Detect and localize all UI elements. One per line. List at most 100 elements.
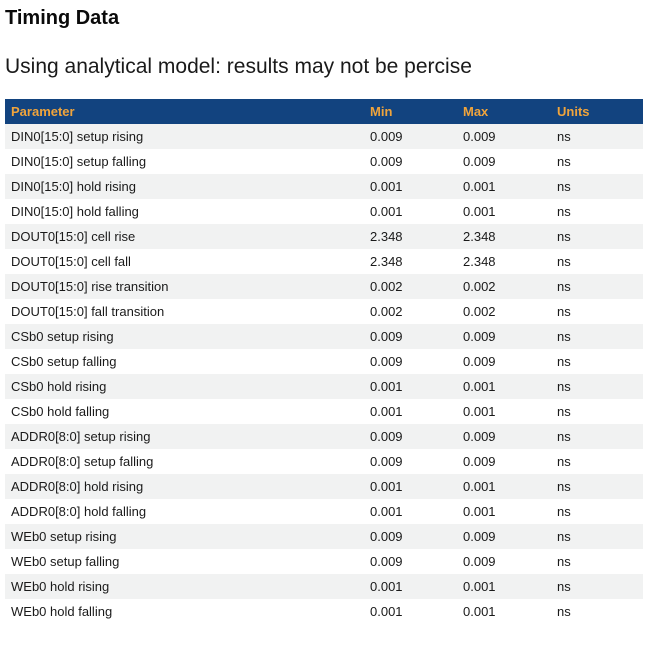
cell-units: ns xyxy=(557,304,571,319)
table-row: DIN0[15:0] hold rising 0.001 0.001 ns xyxy=(5,174,643,199)
table-row: CSb0 setup rising 0.009 0.009 ns xyxy=(5,324,643,349)
cell-min: 2.348 xyxy=(370,229,403,244)
table-row: ADDR0[8:0] hold rising 0.001 0.001 ns xyxy=(5,474,643,499)
cell-parameter: ADDR0[8:0] setup falling xyxy=(11,454,154,469)
cell-max: 0.002 xyxy=(463,304,496,319)
cell-min: 0.009 xyxy=(370,454,403,469)
table-row: DIN0[15:0] hold falling 0.001 0.001 ns xyxy=(5,199,643,224)
cell-units: ns xyxy=(557,429,571,444)
cell-parameter: CSb0 hold rising xyxy=(11,379,107,394)
cell-units: ns xyxy=(557,379,571,394)
cell-parameter: ADDR0[8:0] hold rising xyxy=(11,479,144,494)
table-row: CSb0 hold falling 0.001 0.001 ns xyxy=(5,399,643,424)
cell-parameter: DOUT0[15:0] cell fall xyxy=(11,254,131,269)
cell-min: 0.002 xyxy=(370,279,403,294)
cell-parameter: DIN0[15:0] hold rising xyxy=(11,179,137,194)
cell-parameter: DIN0[15:0] setup rising xyxy=(11,129,144,144)
column-header-min: Min xyxy=(370,99,463,124)
cell-min: 0.009 xyxy=(370,429,403,444)
cell-units: ns xyxy=(557,354,571,369)
cell-parameter: WEb0 setup rising xyxy=(11,529,117,544)
cell-min: 0.009 xyxy=(370,154,403,169)
cell-max: 0.001 xyxy=(463,504,496,519)
cell-max: 0.001 xyxy=(463,404,496,419)
cell-units: ns xyxy=(557,404,571,419)
table-header-row: Parameter Min Max Units xyxy=(5,99,643,124)
cell-units: ns xyxy=(557,579,571,594)
cell-parameter: WEb0 setup falling xyxy=(11,554,120,569)
cell-parameter: CSb0 setup rising xyxy=(11,329,114,344)
table-row: CSb0 setup falling 0.009 0.009 ns xyxy=(5,349,643,374)
cell-units: ns xyxy=(557,329,571,344)
cell-min: 0.001 xyxy=(370,179,403,194)
cell-max: 2.348 xyxy=(463,229,496,244)
table-row: DOUT0[15:0] rise transition 0.002 0.002 … xyxy=(5,274,643,299)
cell-max: 0.009 xyxy=(463,529,496,544)
cell-max: 0.001 xyxy=(463,479,496,494)
cell-parameter: DIN0[15:0] setup falling xyxy=(11,154,147,169)
cell-min: 0.001 xyxy=(370,479,403,494)
cell-units: ns xyxy=(557,154,571,169)
cell-max: 2.348 xyxy=(463,254,496,269)
cell-units: ns xyxy=(557,454,571,469)
timing-report-page: Timing Data Using analytical model: resu… xyxy=(5,7,643,624)
cell-max: 0.009 xyxy=(463,329,496,344)
cell-min: 2.348 xyxy=(370,254,403,269)
page-subtitle: Using analytical model: results may not … xyxy=(5,55,472,78)
cell-min: 0.009 xyxy=(370,329,403,344)
cell-parameter: ADDR0[8:0] setup rising xyxy=(11,429,151,444)
page-title: Timing Data xyxy=(5,7,120,29)
cell-parameter: DOUT0[15:0] fall transition xyxy=(11,304,165,319)
cell-max: 0.001 xyxy=(463,579,496,594)
cell-max: 0.009 xyxy=(463,129,496,144)
cell-max: 0.009 xyxy=(463,154,496,169)
cell-max: 0.001 xyxy=(463,604,496,619)
cell-min: 0.001 xyxy=(370,604,403,619)
cell-units: ns xyxy=(557,504,571,519)
cell-min: 0.001 xyxy=(370,204,403,219)
table-row: WEb0 hold falling 0.001 0.001 ns xyxy=(5,599,643,624)
timing-table: Parameter Min Max Units DIN0[15:0] setup… xyxy=(5,99,643,624)
cell-parameter: CSb0 hold falling xyxy=(11,404,110,419)
cell-min: 0.001 xyxy=(370,579,403,594)
cell-units: ns xyxy=(557,254,571,269)
column-header-max: Max xyxy=(463,99,557,124)
cell-units: ns xyxy=(557,129,571,144)
cell-min: 0.009 xyxy=(370,129,403,144)
cell-parameter: CSb0 setup falling xyxy=(11,354,117,369)
cell-max: 0.009 xyxy=(463,429,496,444)
cell-max: 0.001 xyxy=(463,179,496,194)
cell-min: 0.001 xyxy=(370,404,403,419)
cell-max: 0.001 xyxy=(463,204,496,219)
table-row: WEb0 setup falling 0.009 0.009 ns xyxy=(5,549,643,574)
cell-max: 0.009 xyxy=(463,554,496,569)
table-row: WEb0 setup rising 0.009 0.009 ns xyxy=(5,524,643,549)
cell-units: ns xyxy=(557,604,571,619)
cell-parameter: ADDR0[8:0] hold falling xyxy=(11,504,147,519)
cell-max: 0.009 xyxy=(463,354,496,369)
cell-min: 0.002 xyxy=(370,304,403,319)
cell-parameter: DIN0[15:0] hold falling xyxy=(11,204,139,219)
cell-min: 0.009 xyxy=(370,554,403,569)
cell-min: 0.001 xyxy=(370,504,403,519)
table-row: ADDR0[8:0] setup falling 0.009 0.009 ns xyxy=(5,449,643,474)
table-row: WEb0 hold rising 0.001 0.001 ns xyxy=(5,574,643,599)
cell-units: ns xyxy=(557,204,571,219)
cell-units: ns xyxy=(557,554,571,569)
table-row: DOUT0[15:0] fall transition 0.002 0.002 … xyxy=(5,299,643,324)
cell-parameter: WEb0 hold falling xyxy=(11,604,113,619)
cell-units: ns xyxy=(557,479,571,494)
cell-parameter: DOUT0[15:0] cell rise xyxy=(11,229,136,244)
table-row: ADDR0[8:0] setup rising 0.009 0.009 ns xyxy=(5,424,643,449)
table-row: DOUT0[15:0] cell fall 2.348 2.348 ns xyxy=(5,249,643,274)
cell-max: 0.001 xyxy=(463,379,496,394)
cell-min: 0.009 xyxy=(370,529,403,544)
cell-max: 0.009 xyxy=(463,454,496,469)
cell-min: 0.001 xyxy=(370,379,403,394)
table-row: CSb0 hold rising 0.001 0.001 ns xyxy=(5,374,643,399)
cell-parameter: WEb0 hold rising xyxy=(11,579,110,594)
cell-units: ns xyxy=(557,179,571,194)
cell-units: ns xyxy=(557,279,571,294)
cell-parameter: DOUT0[15:0] rise transition xyxy=(11,279,169,294)
table-row: DOUT0[15:0] cell rise 2.348 2.348 ns xyxy=(5,224,643,249)
